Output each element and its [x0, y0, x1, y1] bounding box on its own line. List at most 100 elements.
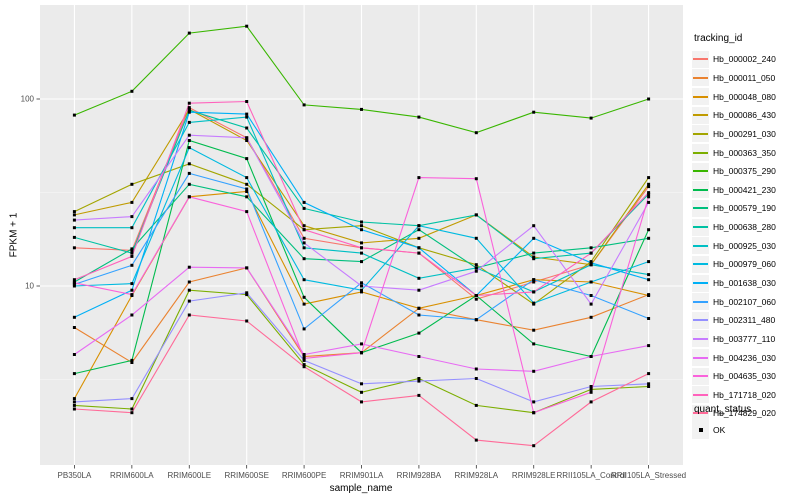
data-point-Hb_000363_350: [474, 403, 478, 407]
data-point-Hb_001638_030: [187, 110, 191, 114]
legend-item-label: Hb_174829_020: [713, 408, 776, 419]
data-point-Hb_000638_280: [130, 251, 134, 255]
legend-item-Hb_171718_020: Hb_171718_020: [692, 386, 800, 405]
data-point-Hb_001638_030: [647, 278, 651, 282]
y-axis-title: FPKM + 1: [8, 212, 20, 258]
data-point-Hb_174829_020: [417, 393, 421, 397]
data-point-Hb_000638_280: [474, 213, 478, 217]
data-point-Hb_000048_080: [417, 306, 421, 310]
color-line-icon: [693, 375, 708, 378]
legend-item-label: Hb_171718_020: [713, 389, 776, 400]
data-point-Hb_000579_190: [532, 251, 536, 255]
data-point-Hb_000002_240: [72, 246, 76, 250]
data-point-Hb_000363_350: [589, 387, 593, 391]
x-tick-label-RRIM928LE: RRIM928LE: [511, 471, 556, 480]
data-point-Hb_000421_230: [245, 157, 249, 161]
color-line-icon: [693, 207, 708, 210]
data-point-Hb_004236_030: [130, 313, 134, 317]
x-tick-label-RRII105LA_Stressed: RRII105LA_Stressed: [610, 471, 687, 480]
data-point-Hb_000048_080: [72, 397, 76, 401]
legend2-item-ok: OK: [692, 421, 800, 440]
legend-color-swatch: [692, 144, 709, 162]
data-point-Hb_000638_280: [360, 220, 363, 224]
data-point-Hb_000375_290: [647, 97, 651, 101]
data-point-Hb_003777_110: [72, 218, 76, 222]
data-point-Hb_002311_480: [647, 382, 651, 386]
data-point-Hb_002311_480: [417, 379, 421, 383]
data-point-Hb_000375_290: [72, 113, 76, 117]
data-point-Hb_000048_080: [647, 294, 651, 297]
data-point-Hb_000086_430: [532, 255, 536, 259]
data-point-Hb_000925_030: [474, 266, 478, 270]
legend2-title: quant_status: [694, 404, 752, 415]
legend-item-Hb_000086_430: Hb_000086_430: [692, 106, 800, 125]
legend-item-label: Hb_000638_280: [713, 222, 776, 233]
legend-item-label: Hb_000002_240: [713, 54, 776, 65]
data-point-Hb_004635_030: [589, 390, 593, 394]
data-point-Hb_003777_110: [302, 241, 306, 245]
data-point-Hb_000421_230: [130, 358, 134, 362]
data-point-Hb_002107_060: [647, 317, 651, 320]
data-point-Hb_000363_350: [360, 390, 363, 394]
data-point-Hb_171718_020: [532, 290, 536, 294]
legend-item-Hb_000638_280: Hb_000638_280: [692, 218, 800, 237]
data-point-Hb_001638_030: [72, 315, 76, 319]
legend-color-swatch: [692, 218, 709, 236]
color-line-icon: [693, 170, 708, 173]
data-point-Hb_002311_480: [130, 397, 134, 401]
data-point-Hb_000363_350: [302, 363, 306, 367]
data-point-Hb_004236_030: [302, 353, 306, 356]
data-point-Hb_000048_080: [245, 190, 249, 193]
data-point-Hb_004635_030: [474, 177, 478, 181]
legend-item-label: Hb_000011_050: [713, 72, 776, 83]
x-tick-label-RRIM600LA: RRIM600LA: [110, 471, 154, 480]
data-point-Hb_004635_030: [72, 281, 76, 285]
data-point-Hb_000011_050: [130, 361, 134, 364]
axis-ticks: [36, 98, 649, 469]
data-point-Hb_000291_030: [360, 224, 363, 228]
data-point-Hb_000048_080: [302, 302, 306, 306]
data-point-Hb_000363_350: [417, 377, 421, 380]
data-point-Hb_000375_290: [302, 103, 306, 107]
data-point-Hb_000421_230: [532, 342, 536, 346]
data-point-Hb_171718_020: [130, 254, 134, 258]
color-line-icon: [693, 114, 708, 117]
data-point-Hb_000375_290: [589, 116, 593, 120]
legend-item-Hb_000421_230: Hb_000421_230: [692, 180, 800, 199]
legend-color-swatch: [692, 330, 709, 348]
data-point-Hb_000011_050: [532, 328, 536, 332]
legend-item-Hb_000979_060: Hb_000979_060: [692, 255, 800, 274]
data-point-Hb_000011_050: [187, 280, 191, 284]
data-point-Hb_003777_110: [245, 136, 249, 140]
data-point-Hb_004635_030: [130, 293, 134, 297]
data-point-Hb_000048_080: [360, 290, 363, 294]
data-point-Hb_003777_110: [474, 269, 478, 273]
data-point-Hb_000002_240: [532, 280, 536, 284]
data-point-Hb_171718_020: [302, 228, 306, 232]
color-line-icon: [693, 412, 708, 415]
data-point-Hb_000579_190: [187, 182, 191, 186]
legend-item-Hb_000011_050: Hb_000011_050: [692, 69, 800, 88]
data-point-Hb_000638_280: [302, 206, 306, 210]
legend-color-swatch: [692, 293, 709, 311]
data-point-Hb_000002_240: [647, 185, 651, 189]
data-point-Hb_000363_350: [72, 403, 76, 407]
legend-quant-status: quant_status OK: [692, 404, 800, 440]
data-point-Hb_000638_280: [245, 126, 249, 130]
data-point-Hb_000638_280: [72, 235, 76, 239]
data-point-Hb_171718_020: [417, 251, 421, 255]
data-point-Hb_000979_060: [245, 176, 249, 180]
data-point-Hb_001638_030: [360, 228, 363, 232]
data-point-Hb_001638_030: [130, 288, 134, 292]
data-point-Hb_002311_480: [187, 299, 191, 303]
data-point-Hb_000363_350: [187, 288, 191, 292]
data-point-Hb_004236_030: [474, 367, 478, 371]
data-point-Hb_004635_030: [360, 351, 363, 355]
data-point-Hb_174829_020: [589, 400, 593, 404]
data-point-Hb_000925_030: [417, 276, 421, 280]
data-point-Hb_000979_060: [187, 146, 191, 150]
data-point-Hb_000086_430: [72, 213, 76, 217]
data-point-Hb_174829_020: [474, 438, 478, 442]
legend-item-Hb_000002_240: Hb_000002_240: [692, 50, 800, 69]
data-point-Hb_000375_290: [474, 131, 478, 135]
